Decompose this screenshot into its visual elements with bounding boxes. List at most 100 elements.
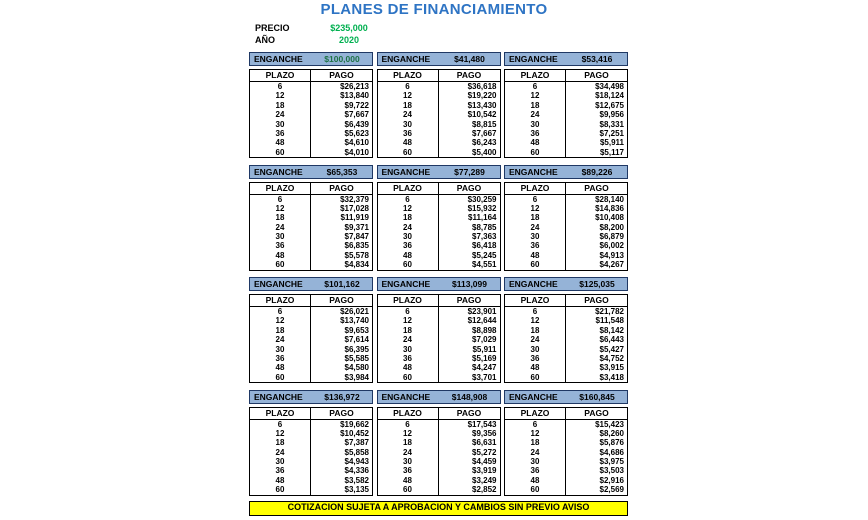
- pago-value: $13,740: [340, 316, 369, 326]
- pago-value: $26,021: [340, 307, 369, 316]
- plazo-value: 36: [505, 241, 566, 251]
- plan-row: 60 $2,852: [378, 485, 500, 495]
- plan-row: 36 $4,336: [250, 466, 372, 476]
- plan-row: 6 $19,662: [250, 419, 372, 429]
- pago-value: $17,543: [467, 419, 497, 429]
- plan-row: 30 $5,911: [378, 344, 500, 354]
- plazo-value: 48: [378, 363, 439, 373]
- pago-value: $5,623: [344, 128, 369, 138]
- plan-row: 6 $15,423: [505, 419, 627, 429]
- plan-row: 18 $6,631: [378, 438, 500, 448]
- pago-value: $36,618: [467, 82, 497, 91]
- plazo-column-header: PLAZO: [378, 182, 439, 194]
- plan-row: 36 $5,169: [378, 353, 500, 364]
- plazo-value: 6: [250, 419, 311, 429]
- pago-value: $7,029: [472, 335, 497, 345]
- plan-row: 12 $10,452: [250, 428, 372, 439]
- price-info: PRECIO $235,000 AÑO 2020: [255, 22, 385, 46]
- pago-value: $11,548: [595, 316, 624, 326]
- plan-row: 30 $6,395: [250, 344, 372, 354]
- pago-value: $6,443: [599, 335, 624, 345]
- pago-value: $9,653: [344, 325, 369, 335]
- pago-value: $7,667: [472, 128, 497, 138]
- pago-value: $28,140: [595, 194, 624, 204]
- pago-value: $4,752: [599, 353, 624, 363]
- plazo-column-header: PLAZO: [378, 70, 439, 81]
- enganche-header: ENGANCHE $101,162: [249, 277, 373, 291]
- plazo-value: 60: [505, 485, 566, 495]
- plazo-value: 60: [505, 260, 566, 270]
- plazo-value: 24: [378, 335, 439, 345]
- enganche-label: ENGANCHE: [254, 54, 303, 64]
- pago-value: $3,919: [472, 466, 497, 476]
- plan-row: 24 $10,542: [378, 110, 500, 120]
- pago-value: $8,785: [472, 222, 497, 232]
- plazo-value: 18: [378, 438, 439, 448]
- plan-row: 30 $7,847: [250, 232, 372, 242]
- pago-value: $8,331: [599, 119, 624, 129]
- payments-table: PLAZO PAGO 6 $26,213 12 $13,840 18 $9,722 24 $7,6…: [249, 69, 373, 159]
- plan-row: 48 $4,580: [250, 363, 372, 373]
- plazo-value: 36: [250, 128, 311, 139]
- plazo-value: 36: [378, 353, 439, 364]
- pago-value: $5,585: [344, 353, 369, 363]
- plan-row: 18 $12,675: [505, 100, 627, 111]
- plan-row: 30 $6,879: [505, 232, 627, 242]
- enganche-label: ENGANCHE: [509, 279, 558, 289]
- plan-row: 36 $5,585: [250, 353, 372, 364]
- plazo-value: 18: [378, 100, 439, 111]
- plazo-value: 60: [250, 372, 311, 383]
- pago-column-header: PAGO: [584, 182, 609, 193]
- plazo-value: 24: [505, 110, 566, 120]
- plan-table: ENGANCHE $125,035 PLAZO PAGO 6 $21,782 12 $11,5…: [504, 277, 628, 384]
- plazo-value: 60: [250, 485, 311, 495]
- plazo-value: 12: [250, 203, 311, 214]
- plazo-value: 6: [250, 82, 311, 92]
- plan-row: 60 $3,701: [378, 372, 500, 383]
- plazo-value: 24: [378, 110, 439, 120]
- pago-value: $7,847: [344, 232, 369, 242]
- pago-value: $14,836: [595, 203, 624, 213]
- pago-value: $7,614: [344, 335, 369, 345]
- plazo-value: 18: [250, 325, 311, 336]
- payments-table: PLAZO PAGO 6 $17,543 12 $9,356 18 $6,631 24 $5,27…: [376, 406, 501, 496]
- plazo-value: 36: [250, 466, 311, 476]
- plazo-value: 12: [505, 316, 566, 326]
- pago-value: $11,919: [340, 213, 369, 223]
- payments-table-header: PLAZO PAGO: [505, 70, 627, 82]
- plazo-value: 18: [250, 438, 311, 448]
- plazo-value: 30: [378, 344, 439, 354]
- plan-row: 30 $4,459: [378, 457, 500, 467]
- plazo-value: 24: [250, 447, 311, 458]
- plazo-value: 18: [378, 325, 439, 336]
- payments-table-header: PLAZO PAGO: [377, 182, 500, 195]
- plan-row: 30 $5,427: [505, 344, 627, 354]
- plazo-value: 30: [505, 232, 566, 242]
- pago-column-header: PAGO: [456, 295, 482, 305]
- plan-row: 36 $7,667: [378, 128, 500, 139]
- plan-row: 18 $5,876: [505, 438, 627, 448]
- plazo-value: 48: [378, 138, 439, 148]
- plazo-value: 36: [250, 353, 311, 364]
- enganche-value: $101,162: [324, 279, 360, 289]
- pago-column-header: PAGO: [456, 182, 482, 193]
- plazo-value: 6: [378, 419, 439, 429]
- enganche-value: $100,000: [324, 54, 360, 64]
- plazo-value: 12: [250, 91, 311, 101]
- enganche-header: ENGANCHE $113,099: [376, 277, 501, 291]
- payments-table-header: PLAZO PAGO: [250, 182, 372, 195]
- pago-column-header: PAGO: [584, 295, 609, 305]
- plazo-column-header: PLAZO: [505, 295, 566, 306]
- plan-row: 24 $6,443: [505, 335, 627, 345]
- enganche-header: ENGANCHE $65,353: [249, 164, 373, 179]
- pago-value: $23,901: [467, 307, 497, 316]
- payments-table-header: PLAZO PAGO: [377, 70, 500, 82]
- precio-row: PRECIO $235,000: [255, 22, 385, 34]
- plazo-value: 18: [505, 438, 566, 448]
- pago-value: $34,498: [595, 82, 624, 91]
- plazo-column-header: PLAZO: [505, 407, 566, 419]
- plan-row: 48 $3,249: [378, 475, 500, 486]
- plan-row: 12 $15,932: [378, 203, 500, 214]
- enganche-label: ENGANCHE: [509, 166, 558, 177]
- pago-value: $4,336: [344, 466, 369, 476]
